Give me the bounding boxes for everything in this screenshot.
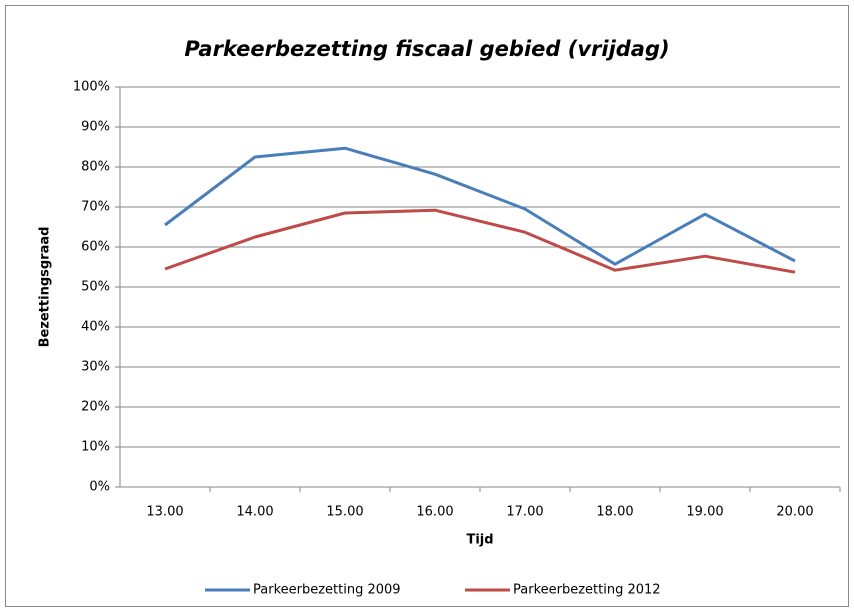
y-tick-label: 20% <box>81 400 110 415</box>
y-tick-label: 10% <box>81 440 110 455</box>
x-tick-label: 13.00 <box>146 505 183 520</box>
data-line <box>164 208 796 274</box>
y-tick-label: 60% <box>81 240 110 255</box>
y-tick-label: 70% <box>81 200 110 215</box>
y-tick-label: 90% <box>81 120 110 135</box>
x-axis-title: Tijd <box>466 533 493 548</box>
x-tick-label: 15.00 <box>326 505 363 520</box>
x-tick-label: 16.00 <box>416 505 453 520</box>
data-line <box>164 146 796 266</box>
x-tick-label: 20.00 <box>776 505 813 520</box>
y-tick-label: 80% <box>81 160 110 175</box>
y-tick-label: 0% <box>89 480 110 495</box>
y-tick-label: 40% <box>81 320 110 335</box>
x-tick-label: 17.00 <box>506 505 543 520</box>
legend-label: Parkeerbezetting 2012 <box>513 583 661 598</box>
x-tick-label: 19.00 <box>686 505 723 520</box>
chart-title: Parkeerbezetting fiscaal gebied (vrijdag… <box>184 37 669 61</box>
y-axis-title: Bezettingsgraad <box>38 227 53 348</box>
y-tick-label: 50% <box>81 280 110 295</box>
x-tick-label: 18.00 <box>596 505 633 520</box>
x-tick-label: 14.00 <box>236 505 273 520</box>
y-tick-label: 100% <box>73 80 110 95</box>
legend-label: Parkeerbezetting 2009 <box>253 583 401 598</box>
y-tick-label: 30% <box>81 360 110 375</box>
chart-frame <box>5 5 849 607</box>
